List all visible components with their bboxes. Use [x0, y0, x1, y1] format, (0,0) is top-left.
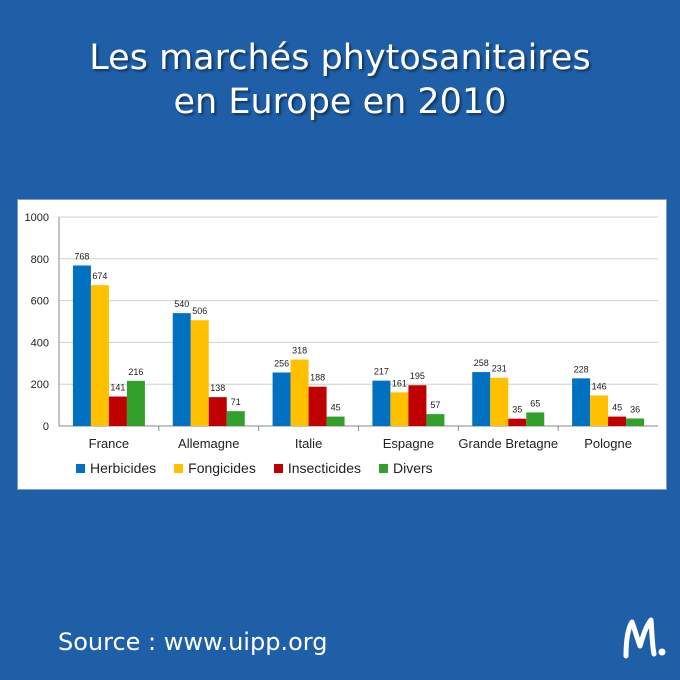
y-tick-label: 600	[31, 296, 49, 308]
data-label: 146	[592, 381, 607, 391]
bar-divers-italie	[326, 416, 345, 426]
data-label: 71	[231, 397, 241, 407]
legend-item-herbicides: Herbicides	[76, 460, 156, 476]
x-tick-label: France	[89, 436, 129, 451]
bar-herbicides-france	[72, 265, 91, 426]
legend-item-fongicides: Fongicides	[174, 460, 256, 476]
data-label: 195	[410, 371, 425, 381]
x-tick-label: Espagne	[383, 436, 434, 451]
data-label: 674	[92, 271, 107, 281]
bar-fongicides-grande-bretagne	[490, 377, 509, 426]
bar-divers-allemagne	[226, 411, 245, 426]
bar-herbicides-grande-bretagne	[472, 372, 491, 426]
chart-panel: 0 200 400 600 800 1000 France 768 674 141 216 Allem…	[17, 199, 667, 490]
title-line-2: en Europe en 2010	[173, 82, 507, 122]
bar-fongicides-italie	[290, 359, 309, 426]
data-label: 35	[512, 405, 522, 415]
bar-divers-grande-bretagne	[526, 412, 545, 426]
data-label: 188	[310, 373, 325, 383]
bar-divers-france	[126, 380, 145, 426]
data-label: 45	[331, 403, 341, 413]
bar-fongicides-pologne	[590, 395, 609, 426]
bar-insecticides-allemagne	[208, 397, 227, 426]
bar-herbicides-espagne	[372, 380, 391, 426]
legend-swatch	[379, 463, 388, 473]
bar-insecticides-italie	[308, 386, 327, 426]
data-label: 216	[128, 367, 143, 377]
x-tick-label: Pologne	[584, 436, 632, 451]
data-label: 231	[492, 364, 507, 374]
data-label: 138	[210, 383, 225, 393]
bar-herbicides-italie	[272, 372, 291, 426]
data-label: 217	[374, 367, 389, 377]
legend-swatch	[174, 463, 184, 473]
m-logo-icon	[623, 617, 666, 659]
x-tick-label: Italie	[295, 436, 322, 451]
bar-insecticides-pologne	[608, 416, 627, 426]
data-label: 506	[192, 306, 207, 316]
data-label: 540	[174, 299, 189, 309]
source-text: Source : www.uipp.org	[58, 628, 328, 656]
y-tick-label: 1000	[25, 212, 49, 224]
bar-insecticides-grande-bretagne	[508, 418, 527, 426]
bar-herbicides-pologne	[572, 378, 591, 426]
y-tick-label: 200	[31, 379, 49, 391]
y-tick-label: 800	[31, 254, 49, 266]
bar-fongicides-allemagne	[190, 320, 209, 426]
data-label: 256	[274, 358, 289, 368]
legend-label: Fongicides	[188, 460, 256, 476]
data-label: 65	[530, 398, 540, 408]
bar-divers-espagne	[426, 414, 445, 426]
bar-fongicides-france	[90, 285, 109, 426]
legend-label: Herbicides	[90, 460, 157, 476]
legend-item-insecticides: Insecticides	[273, 460, 361, 476]
data-label: 141	[110, 383, 125, 393]
legend-item-divers: Divers	[379, 460, 433, 476]
bar-herbicides-allemagne	[172, 313, 191, 426]
x-tick-label: Grande Bretagne	[458, 436, 558, 451]
data-label: 36	[630, 404, 640, 414]
data-label: 228	[574, 364, 589, 374]
bar-insecticides-espagne	[408, 385, 427, 426]
y-tick-label: 0	[43, 421, 49, 433]
title-line-1: Les marchés phytosanitaires	[89, 38, 591, 78]
bar-fongicides-espagne	[390, 392, 409, 426]
data-label: 318	[292, 346, 307, 356]
data-label: 258	[474, 358, 489, 368]
data-label: 57	[430, 400, 440, 410]
bar-insecticides-france	[108, 396, 127, 426]
data-label: 161	[392, 378, 407, 388]
legend-label: Divers	[393, 460, 433, 476]
bar-divers-pologne	[626, 418, 645, 426]
legend-label: Insecticides	[287, 460, 361, 476]
page-title: Les marchés phytosanitaires en Europe en…	[0, 36, 680, 124]
x-tick-label: Allemagne	[178, 436, 239, 451]
y-tick-label: 400	[31, 337, 49, 349]
data-label: 45	[612, 403, 622, 413]
data-label: 768	[74, 251, 89, 261]
legend-swatch	[273, 463, 283, 473]
legend-swatch	[76, 463, 85, 473]
chart-legend: Herbicides Fongicides Insecticides Divers	[76, 460, 451, 476]
